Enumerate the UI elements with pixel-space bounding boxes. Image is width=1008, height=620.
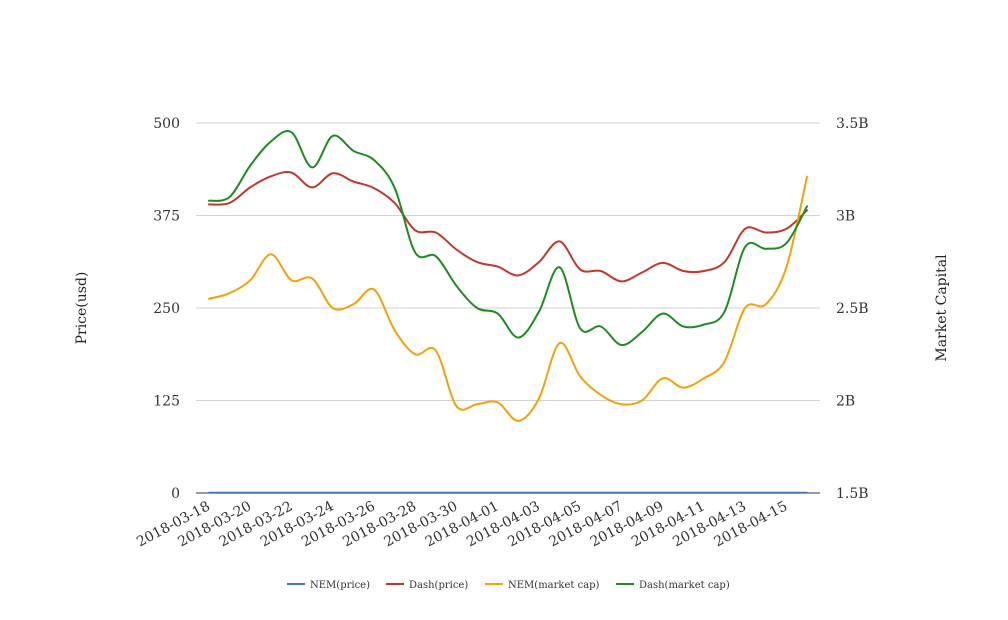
legend-label: NEM(price): [310, 580, 370, 591]
y-axis-title-left: Price(usd): [74, 272, 90, 345]
series-line-1: [209, 172, 807, 281]
series-line-3: [209, 131, 807, 345]
y-tick-label-left: 125: [153, 394, 180, 410]
legend-label: Dash(price): [409, 580, 468, 591]
y-axis-title-right: Market Capital: [934, 254, 950, 362]
y-tick-label-left: 0: [171, 486, 180, 502]
y-tick-label-left: 375: [153, 209, 180, 225]
y-tick-label-right: 3.5B: [836, 116, 869, 132]
y-tick-label-left: 250: [153, 301, 180, 317]
legend-label: Dash(market cap): [639, 580, 730, 591]
series-line-2: [209, 177, 807, 421]
y-tick-label-right: 3B: [836, 209, 855, 225]
y-tick-label-right: 2B: [836, 394, 855, 410]
y-tick-label-right: 2.5B: [836, 301, 869, 317]
y-tick-label-left: 500: [153, 116, 180, 132]
y-tick-label-right: 1.5B: [836, 486, 869, 502]
legend-label: NEM(market cap): [508, 580, 600, 591]
